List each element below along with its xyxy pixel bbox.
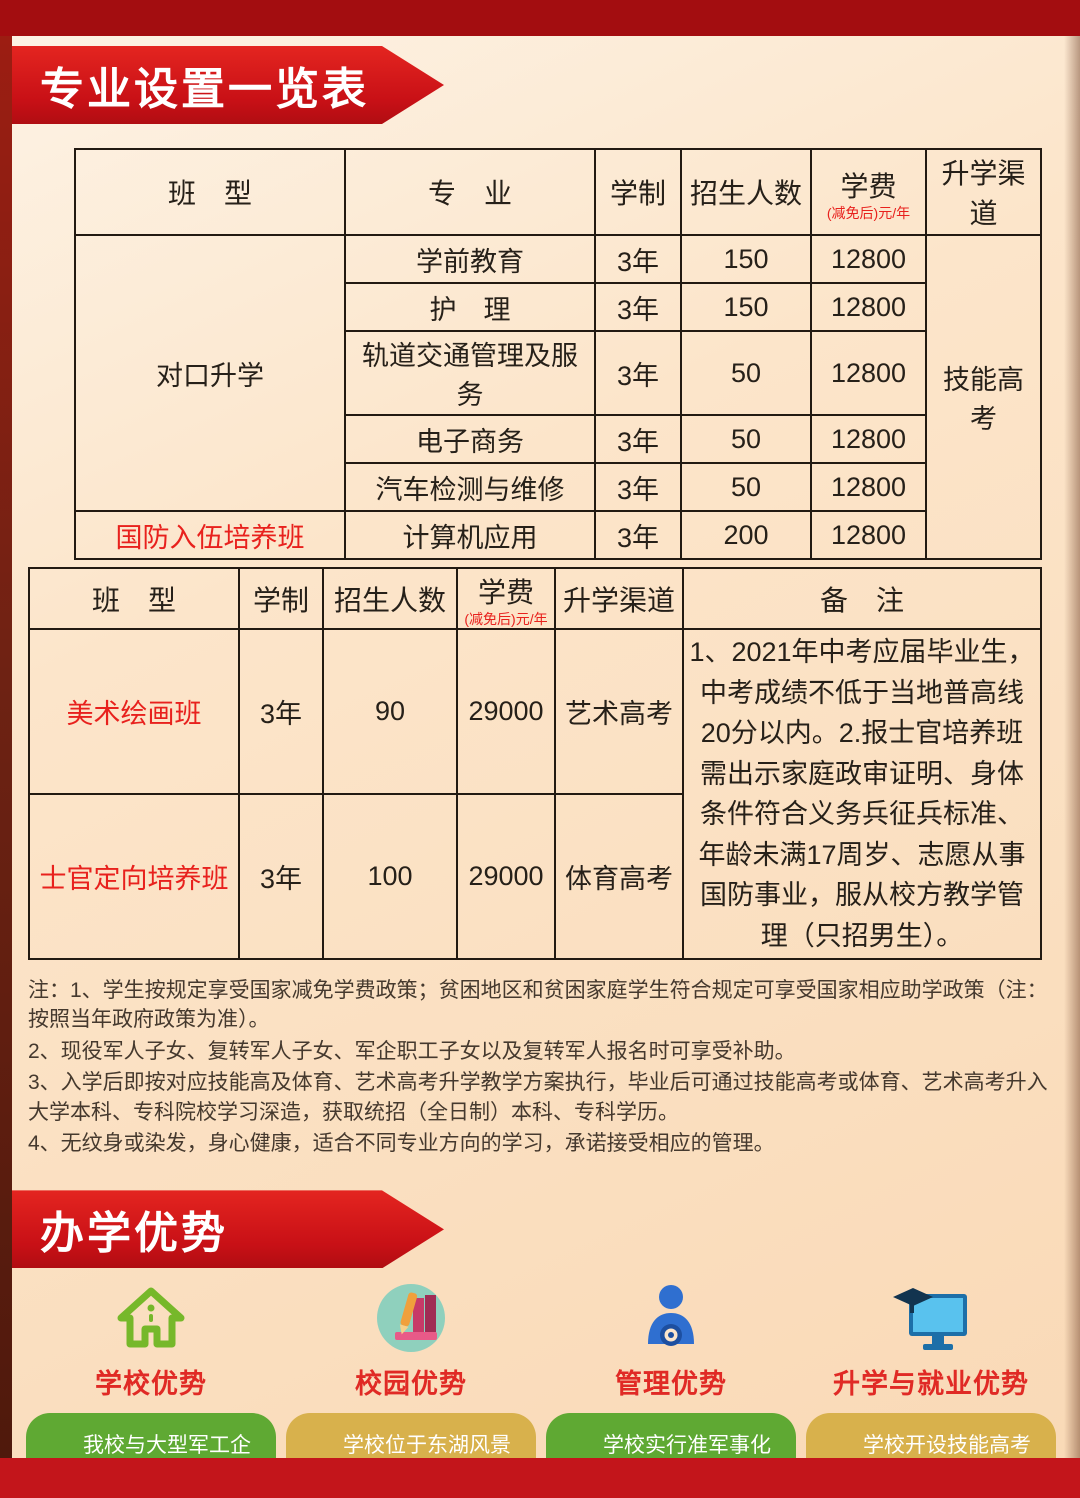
- enrollment-cell: 50: [680, 330, 812, 416]
- enrollment-cell: 150: [680, 234, 812, 284]
- advantage-title: 学校优势: [95, 1369, 207, 1400]
- duration-cell: 3年: [594, 282, 682, 332]
- advantage-title: 校园优势: [355, 1369, 467, 1400]
- special-table-header-row: 班 型 学制 招生人数 学费 (减免后)元/年 升学渠道 备 注: [28, 567, 1042, 630]
- tuition-cell: 29000: [456, 793, 556, 960]
- note-line: 注：1、学生按规定享受国家减免学费政策；贫困地区和贫困家庭学生符合规定可享受国家…: [28, 979, 1048, 1032]
- advantage-title: 升学与就业优势: [833, 1369, 1029, 1400]
- pathway-cell: 体育高考: [554, 793, 684, 960]
- table-row: 士官定向培养班 3年 100 29000 体育高考: [28, 793, 1041, 960]
- note-line: 4、无纹身或染发，身心健康，适合不同专业方向的学习，承诺接受相应的管理。: [28, 1131, 775, 1155]
- policy-notes: 注：1、学生按规定享受国家减免学费政策；贫困地区和贫困家庭学生符合规定可享受国家…: [28, 976, 1054, 1158]
- col-remark: 备 注: [682, 567, 1042, 630]
- enrollment-cell: 50: [680, 462, 812, 512]
- tuition-cell: 12800: [810, 462, 927, 512]
- tuition-cell: 12800: [810, 282, 927, 332]
- pathway-cell: 技能高考: [925, 234, 1042, 560]
- tuition-cell: 12800: [810, 234, 927, 284]
- advantage-title: 管理优势: [615, 1369, 727, 1400]
- remark-cell: 1、2021年中考应届毕业生，中考成绩不低于当地普高线20分以内。2.报士官培养…: [682, 628, 1042, 960]
- class-type-cell: 士官定向培养班: [28, 793, 240, 960]
- duration-cell: 3年: [238, 628, 324, 795]
- col-major: 专 业: [344, 148, 596, 236]
- duration-cell: 3年: [594, 330, 682, 416]
- enrollment-cell: 200: [680, 510, 812, 560]
- duration-cell: 3年: [238, 793, 324, 960]
- pathway-cell: 艺术高考: [554, 628, 684, 795]
- col-duration: 学制: [594, 148, 682, 236]
- top-red-band: [0, 0, 1080, 36]
- major-cell: 学前教育: [344, 234, 596, 284]
- majors-table-header-row: 班 型 专 业 学制 招生人数 学费 (减免后)元/年 升学渠道: [74, 148, 1042, 236]
- monitor-gradcap-icon: [889, 1280, 973, 1354]
- table-row: 国防入伍培养班 计算机应用 3年 200 12800: [74, 510, 1041, 560]
- enrollment-cell: 50: [680, 414, 812, 464]
- left-spine-strip: [0, 36, 12, 1458]
- col-tuition: 学费 (减免后)元/年: [810, 148, 927, 236]
- col-tuition: 学费 (减免后)元/年: [456, 567, 556, 630]
- table-row: 对口升学 学前教育 3年 150 12800 技能高考: [74, 234, 1042, 560]
- advantages-banner: 办学优势: [8, 1190, 444, 1269]
- house-icon: [115, 1280, 187, 1354]
- person-gear-icon: [636, 1280, 706, 1354]
- major-cell: 护 理: [344, 282, 596, 332]
- tuition-sub-label: (减免后)元/年: [464, 611, 548, 627]
- major-cell: 汽车检测与维修: [344, 462, 596, 512]
- major-cell: 轨道交通管理及服务: [344, 330, 596, 416]
- note-line: 3、入学后即按对应技能高及体育、艺术高考升学教学方案执行，毕业后可通过技能高考或…: [28, 1071, 1048, 1124]
- group-duikou-label: 对口升学: [74, 234, 346, 512]
- enrollment-cell: 90: [322, 628, 458, 795]
- major-cell: 电子商务: [344, 414, 596, 464]
- col-pathway: 升学渠道: [925, 148, 1042, 236]
- table-row: 汽车检测与维修 3年 50 12800: [75, 462, 1041, 512]
- col-duration: 学制: [238, 567, 324, 630]
- table-row: 美术绘画班 3年 90 29000 艺术高考 1、2021年中考应届毕业生，中考…: [28, 628, 1042, 960]
- class-type-cell: 美术绘画班: [28, 628, 240, 795]
- duration-cell: 3年: [594, 462, 682, 512]
- table-row: 护 理 3年 150 12800: [75, 282, 1041, 332]
- note-line: 2、现役军人子女、复转军人子女、军企职工子女以及复转军人报名时可享受补助。: [28, 1039, 796, 1063]
- majors-banner-title: 专业设置一览表: [40, 65, 369, 114]
- table-row: 轨道交通管理及服务 3年 50 12800: [75, 330, 1041, 416]
- col-enrollment: 招生人数: [322, 567, 458, 630]
- right-edge-shadow: [1064, 36, 1080, 1458]
- col-pathway: 升学渠道: [554, 567, 684, 630]
- tuition-sub-label: (减免后)元/年: [826, 204, 911, 221]
- majors-banner: 专业设置一览表: [8, 46, 444, 124]
- advantages-banner-title: 办学优势: [40, 1209, 228, 1259]
- group-guofang-label: 国防入伍培养班: [74, 510, 346, 560]
- enrollment-cell: 100: [322, 793, 458, 960]
- col-class-type: 班 型: [28, 567, 240, 630]
- tuition-cell: 12800: [810, 330, 927, 416]
- enrollment-cell: 150: [680, 282, 812, 332]
- duration-cell: 3年: [594, 510, 682, 560]
- col-class-type: 班 型: [74, 148, 346, 236]
- majors-table: 班 型 专 业 学制 招生人数 学费 (减免后)元/年 升学渠道 对口升学 学前…: [74, 148, 1042, 560]
- special-classes-table: 班 型 学制 招生人数 学费 (减免后)元/年 升学渠道 备 注 美术绘画班 3…: [28, 567, 1042, 960]
- col-enrollment: 招生人数: [680, 148, 812, 236]
- tuition-cell: 12800: [810, 510, 927, 560]
- duration-cell: 3年: [594, 234, 682, 284]
- tuition-cell: 12800: [810, 414, 927, 464]
- books-pencil-icon: [375, 1280, 447, 1354]
- tuition-label: 学费: [840, 170, 897, 202]
- major-cell: 计算机应用: [344, 510, 596, 560]
- duration-cell: 3年: [594, 414, 682, 464]
- table-row: 电子商务 3年 50 12800: [75, 414, 1041, 464]
- tuition-cell: 29000: [456, 628, 556, 795]
- tuition-label: 学费: [477, 577, 534, 608]
- bottom-red-band: [0, 1458, 1080, 1498]
